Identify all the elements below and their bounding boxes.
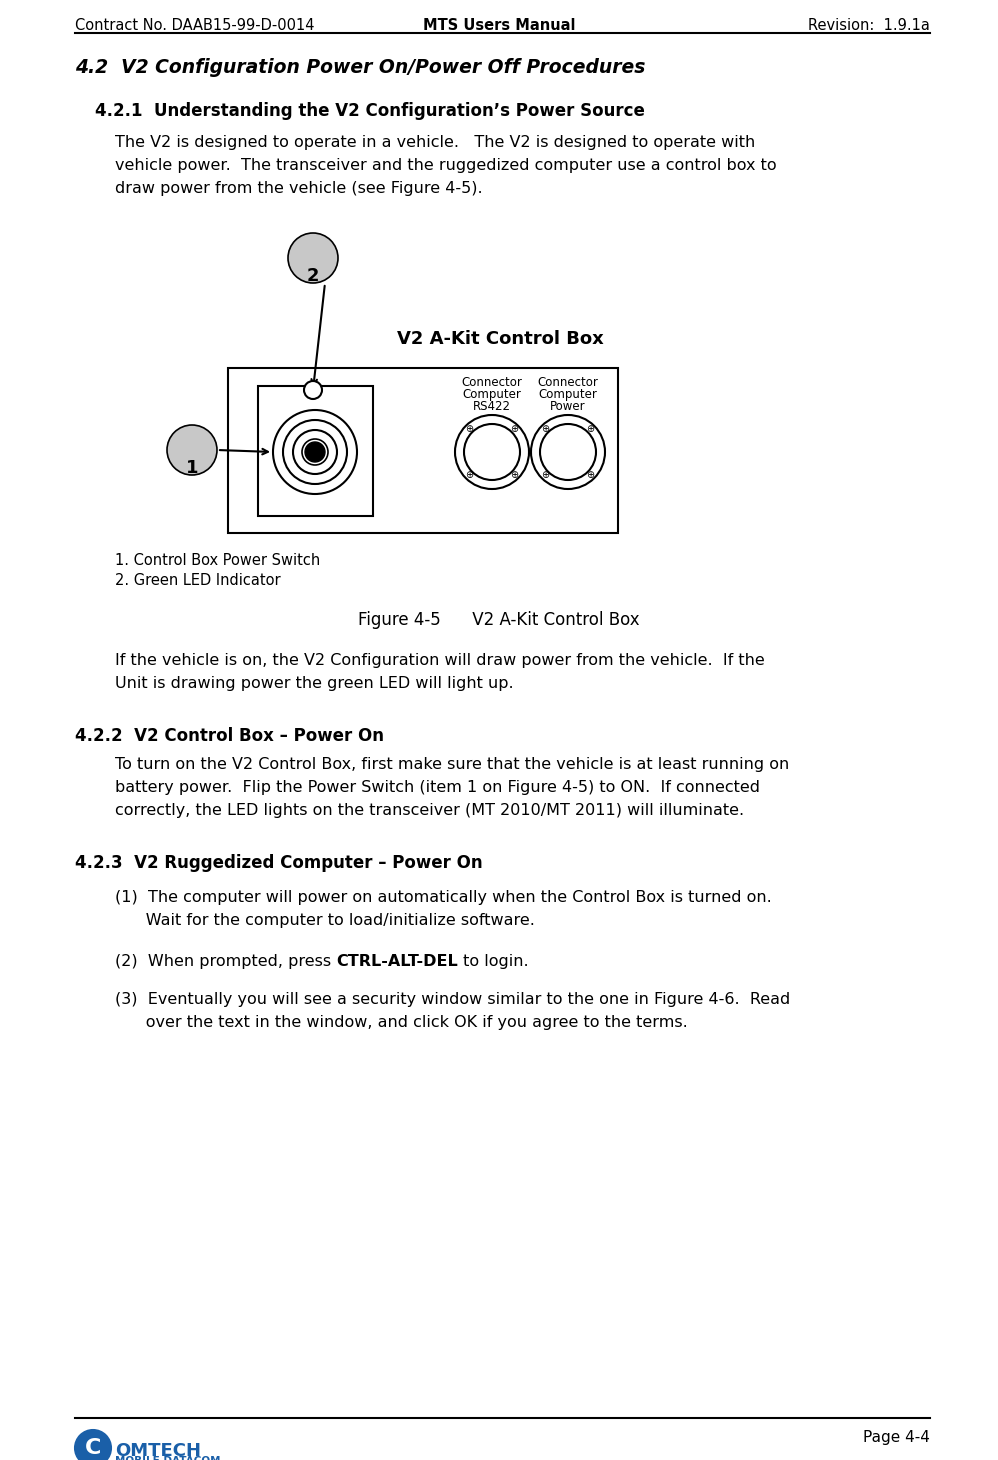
Circle shape	[531, 415, 605, 489]
Text: V2 A-Kit Control Box: V2 A-Kit Control Box	[396, 330, 604, 347]
Text: Page 4-4: Page 4-4	[863, 1429, 930, 1445]
Circle shape	[304, 381, 322, 399]
Text: MTS Users Manual: MTS Users Manual	[423, 18, 575, 34]
Text: CTRL-ALT-DEL: CTRL-ALT-DEL	[336, 953, 458, 969]
Text: 1. Control Box Power Switch: 1. Control Box Power Switch	[115, 553, 320, 568]
Bar	[228, 368, 618, 533]
Text: To turn on the V2 Control Box, first make sure that the vehicle is at least runn: To turn on the V2 Control Box, first mak…	[115, 756, 789, 772]
Text: ⊕: ⊕	[587, 425, 595, 435]
Text: 2. Green LED Indicator: 2. Green LED Indicator	[115, 572, 280, 588]
Circle shape	[464, 423, 520, 480]
Text: over the text in the window, and click OK if you agree to the terms.: over the text in the window, and click O…	[115, 1015, 688, 1029]
Text: 4.2.2  V2 Control Box – Power On: 4.2.2 V2 Control Box – Power On	[75, 727, 384, 745]
Text: (3)  Eventually you will see a security window similar to the one in Figure 4-6.: (3) Eventually you will see a security w…	[115, 991, 790, 1007]
Circle shape	[305, 442, 325, 461]
Text: ⊕: ⊕	[465, 470, 473, 480]
Text: draw power from the vehicle (see Figure 4-5).: draw power from the vehicle (see Figure …	[115, 181, 483, 196]
Text: Computer: Computer	[539, 388, 598, 402]
Text: Wait for the computer to load/initialize software.: Wait for the computer to load/initialize…	[115, 912, 535, 929]
Text: vehicle power.  The transceiver and the ruggedized computer use a control box to: vehicle power. The transceiver and the r…	[115, 158, 776, 172]
Text: RS422: RS422	[473, 400, 511, 413]
Text: battery power.  Flip the Power Switch (item 1 on Figure 4-5) to ON.  If connecte: battery power. Flip the Power Switch (it…	[115, 780, 760, 796]
Bar	[258, 385, 373, 515]
Text: 1: 1	[186, 458, 199, 477]
Text: to login.: to login.	[458, 953, 529, 969]
Text: Revision:  1.9.1a: Revision: 1.9.1a	[808, 18, 930, 34]
Text: Unit is drawing power the green LED will light up.: Unit is drawing power the green LED will…	[115, 676, 529, 691]
Text: Contract No. DAAB15-99-D-0014: Contract No. DAAB15-99-D-0014	[75, 18, 314, 34]
Text: 4.2.3  V2 Ruggedized Computer – Power On: 4.2.3 V2 Ruggedized Computer – Power On	[75, 854, 483, 872]
Text: MOBILE DATACOM: MOBILE DATACOM	[115, 1456, 221, 1460]
Text: Connector: Connector	[461, 377, 522, 388]
Text: If the vehicle is on, the V2 Configuration will draw power from the vehicle.  If: If the vehicle is on, the V2 Configurati…	[115, 653, 764, 669]
Text: ⊕: ⊕	[511, 425, 519, 435]
Text: Connector: Connector	[538, 377, 599, 388]
Text: C: C	[85, 1438, 101, 1459]
Text: (1)  The computer will power on automatically when the Control Box is turned on.: (1) The computer will power on automatic…	[115, 891, 771, 905]
Text: ⊕: ⊕	[511, 470, 519, 480]
Circle shape	[288, 234, 338, 283]
Text: Figure 4-5      V2 A-Kit Control Box: Figure 4-5 V2 A-Kit Control Box	[358, 610, 640, 629]
Text: ⊕: ⊕	[541, 470, 550, 480]
Text: 4.2.1  Understanding the V2 Configuration’s Power Source: 4.2.1 Understanding the V2 Configuration…	[95, 102, 645, 120]
Text: Computer: Computer	[462, 388, 521, 402]
Text: Power: Power	[550, 400, 586, 413]
Text: 2: 2	[306, 267, 319, 285]
Text: ⊕: ⊕	[587, 470, 595, 480]
Circle shape	[540, 423, 596, 480]
Circle shape	[455, 415, 529, 489]
Text: ⊕: ⊕	[465, 425, 473, 435]
Text: correctly, the LED lights on the transceiver (MT 2010/MT 2011) will illuminate.: correctly, the LED lights on the transce…	[115, 803, 745, 818]
Circle shape	[167, 425, 217, 474]
Text: ⊕: ⊕	[541, 425, 550, 435]
Text: (2)  When prompted, press: (2) When prompted, press	[115, 953, 336, 969]
Text: The V2 is designed to operate in a vehicle.   The V2 is designed to operate with: The V2 is designed to operate in a vehic…	[115, 134, 755, 150]
Text: OMTECH: OMTECH	[115, 1442, 201, 1460]
Text: 4.2  V2 Configuration Power On/Power Off Procedures: 4.2 V2 Configuration Power On/Power Off …	[75, 58, 646, 77]
Circle shape	[75, 1429, 111, 1460]
